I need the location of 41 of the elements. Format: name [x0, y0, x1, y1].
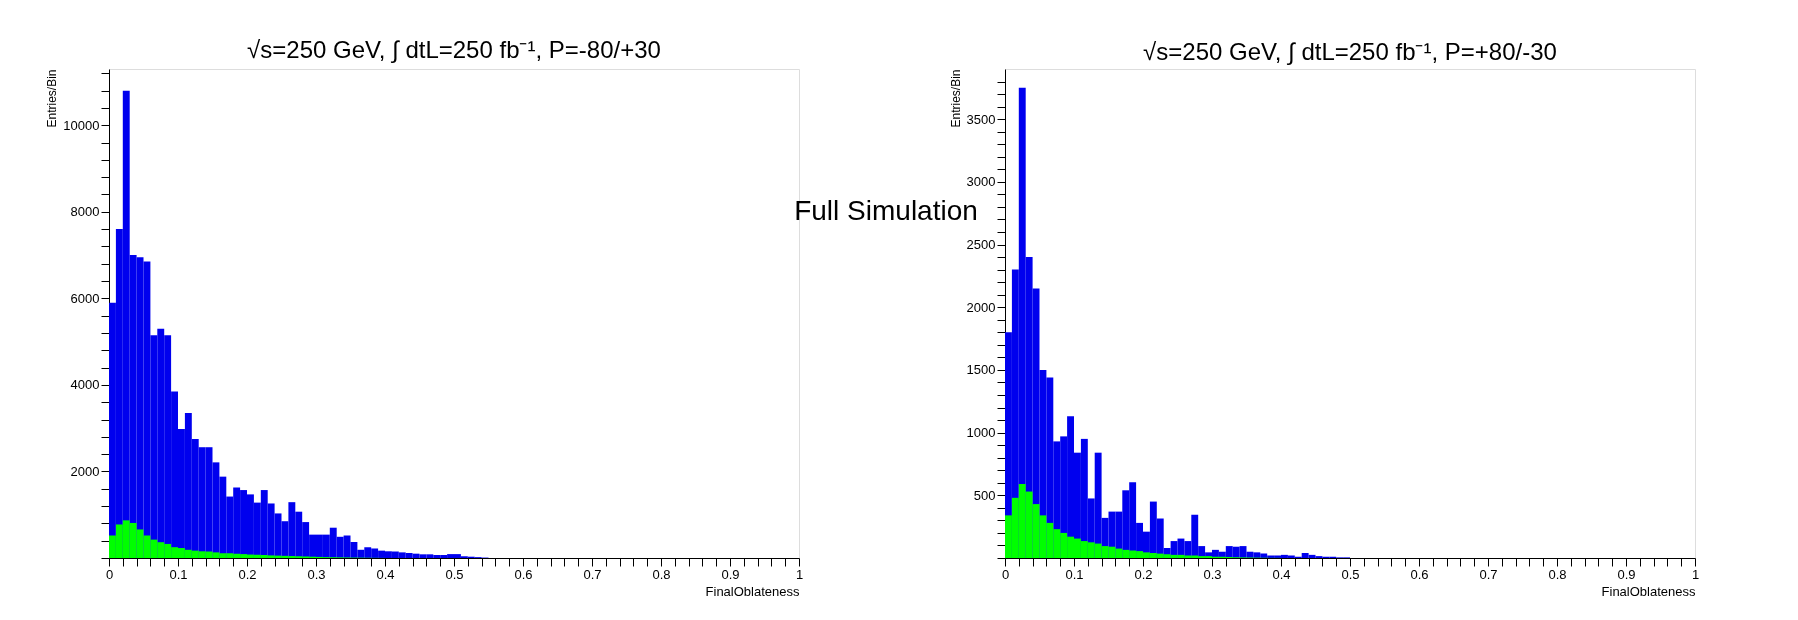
- x-tick-label: 0.5: [1341, 566, 1360, 582]
- chart-title: √s=250 GeV, ∫ dtL=250 fb⁻¹, P=-80/+30: [247, 36, 661, 65]
- x-tick-label: 0.2: [238, 566, 257, 582]
- y-tick-label: 1000: [966, 425, 996, 441]
- x-tick-label: 0.8: [652, 566, 671, 582]
- annotation: Full Simulation: [794, 195, 978, 226]
- chart-title: √s=250 GeV, ∫ dtL=250 fb⁻¹, P=+80/-30: [1143, 38, 1557, 66]
- x-tick-label: 0.4: [1272, 566, 1291, 582]
- x-tick-label: 0.4: [376, 566, 395, 582]
- y-tick-label: 500: [973, 487, 996, 503]
- y-tick-label: 6000: [70, 290, 100, 306]
- x-tick-label: 0.3: [307, 566, 326, 582]
- x-tick-label: 0.6: [514, 566, 533, 582]
- x-tick-label: 0.8: [1548, 566, 1567, 582]
- x-tick-label: 0: [105, 566, 114, 582]
- y-tick-label: 8000: [70, 204, 100, 220]
- y-axis-title: Entries/Bin: [948, 69, 963, 128]
- x-tick-label: 0.9: [721, 566, 740, 582]
- x-tick-label: 0.7: [583, 566, 602, 582]
- y-tick-label: 4000: [70, 377, 100, 393]
- y-tick-label: 2000: [70, 463, 100, 479]
- x-axis-title: FinalOblateness: [1601, 583, 1696, 599]
- y-tick-label: 10000: [63, 117, 100, 133]
- y-tick-label: 2000: [966, 299, 996, 315]
- y-tick-label: 1500: [966, 362, 996, 378]
- x-tick-label: 0: [1001, 566, 1010, 582]
- y-tick-label: 2500: [966, 237, 996, 253]
- y-tick-label: 3500: [966, 111, 996, 127]
- x-tick-label: 1: [795, 566, 804, 582]
- y-axis-title: Entries/Bin: [45, 69, 60, 128]
- y-tick-label: 3000: [966, 174, 996, 190]
- x-tick-label: 0.2: [1134, 566, 1153, 582]
- x-tick-label: 0.9: [1617, 566, 1636, 582]
- x-tick-label: 1: [1691, 566, 1700, 582]
- x-tick-label: 0.6: [1410, 566, 1429, 582]
- x-tick-label: 0.7: [1479, 566, 1498, 582]
- x-tick-label: 0.3: [1203, 566, 1222, 582]
- x-tick-label: 0.5: [445, 566, 464, 582]
- x-tick-label: 0.1: [1065, 566, 1084, 582]
- x-tick-label: 0.1: [169, 566, 188, 582]
- x-axis-title: FinalOblateness: [705, 583, 800, 599]
